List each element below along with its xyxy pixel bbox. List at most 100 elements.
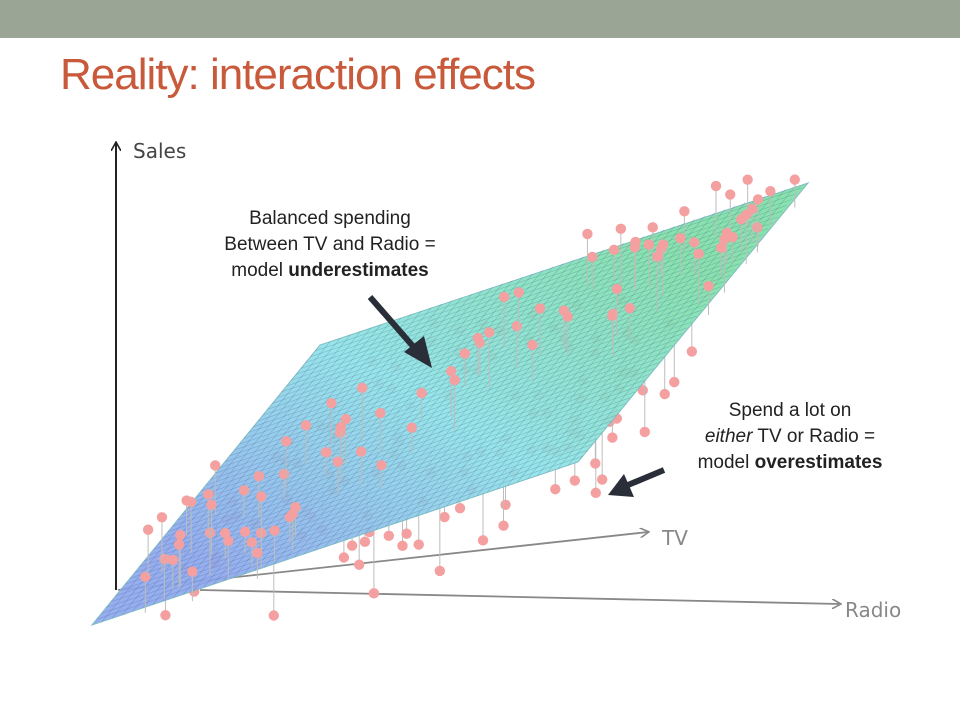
observation-point bbox=[223, 535, 234, 547]
observation-point bbox=[679, 206, 690, 217]
observation-point bbox=[624, 302, 636, 314]
observation-point bbox=[689, 237, 700, 248]
observation-point bbox=[173, 539, 185, 550]
observation-point bbox=[454, 502, 466, 514]
observation-point bbox=[534, 303, 546, 314]
observation-point bbox=[703, 280, 714, 292]
observation-point bbox=[736, 214, 747, 225]
observation-point bbox=[647, 222, 658, 233]
slide-title: Reality: interaction effects bbox=[60, 50, 536, 99]
observation-point bbox=[611, 283, 623, 295]
observation-point bbox=[765, 185, 776, 197]
observation-point bbox=[253, 471, 265, 482]
observation-point bbox=[175, 529, 186, 541]
observation-point bbox=[582, 228, 593, 240]
observation-point bbox=[353, 559, 365, 570]
observation-point bbox=[484, 327, 495, 338]
observation-point bbox=[252, 547, 263, 559]
observation-point bbox=[210, 460, 221, 471]
observation-point bbox=[607, 432, 618, 443]
observation-point bbox=[383, 530, 395, 542]
observation-point bbox=[416, 387, 427, 399]
observation-point bbox=[357, 382, 368, 394]
observation-point bbox=[511, 320, 523, 332]
observation-point bbox=[527, 339, 538, 351]
observation-point bbox=[238, 485, 250, 496]
observation-point bbox=[498, 520, 509, 531]
observation-point bbox=[693, 248, 704, 260]
observation-point bbox=[719, 234, 730, 245]
observation-point bbox=[246, 537, 258, 548]
observation-point bbox=[715, 242, 727, 254]
observation-point bbox=[269, 525, 280, 536]
regression-plane bbox=[90, 181, 810, 627]
observation-point bbox=[449, 374, 460, 386]
observation-point bbox=[326, 397, 337, 409]
observation-point bbox=[686, 346, 698, 357]
observation-point bbox=[710, 180, 722, 192]
observation-point bbox=[376, 460, 387, 471]
observation-point bbox=[335, 422, 347, 433]
observation-point bbox=[652, 251, 663, 262]
observation-point bbox=[156, 512, 168, 523]
underestimate-annotation: Balanced spending Between TV and Radio =… bbox=[224, 208, 436, 281]
underestimate-arrow bbox=[367, 295, 432, 368]
observation-point bbox=[752, 222, 763, 233]
observation-point bbox=[639, 426, 650, 438]
observation-point bbox=[513, 287, 525, 298]
observation-point bbox=[401, 528, 412, 539]
observation-point bbox=[413, 539, 424, 550]
observation-point bbox=[268, 610, 279, 621]
observation-point bbox=[338, 552, 350, 563]
observation-point bbox=[375, 407, 386, 419]
observation-point bbox=[206, 499, 217, 510]
observation-point bbox=[637, 385, 648, 396]
observation-point bbox=[752, 194, 764, 205]
observation-point bbox=[657, 239, 669, 250]
observation-point bbox=[629, 242, 640, 253]
observation-point bbox=[278, 469, 290, 480]
radio-axis-label: Radio bbox=[845, 598, 901, 622]
observation-point bbox=[459, 348, 471, 359]
observation-point bbox=[498, 291, 510, 303]
observation-point bbox=[550, 484, 561, 495]
observation-point bbox=[300, 420, 312, 431]
observation-point bbox=[477, 535, 489, 546]
observation-point bbox=[239, 526, 251, 537]
observation-point bbox=[596, 474, 608, 485]
observation-point bbox=[659, 388, 670, 400]
observation-point bbox=[340, 414, 352, 425]
observation-point bbox=[355, 446, 367, 457]
tv-axis-label: TV bbox=[661, 526, 688, 550]
observation-point bbox=[368, 588, 380, 599]
observation-point bbox=[187, 566, 198, 577]
observation-point bbox=[725, 189, 736, 200]
radio-axis bbox=[199, 589, 840, 604]
observation-point bbox=[789, 174, 801, 185]
observation-point bbox=[669, 376, 680, 388]
observation-point bbox=[219, 527, 231, 539]
observation-point bbox=[160, 610, 171, 621]
observation-point bbox=[675, 233, 686, 244]
points-above-plane bbox=[140, 174, 801, 613]
observation-point bbox=[281, 436, 292, 447]
observation-point bbox=[287, 508, 298, 520]
observation-point bbox=[256, 491, 267, 502]
observation-point bbox=[727, 231, 738, 243]
observation-point bbox=[346, 540, 358, 551]
observation-point bbox=[320, 447, 332, 458]
observation-point bbox=[406, 422, 418, 433]
observation-point bbox=[569, 475, 581, 486]
observation-point bbox=[742, 174, 753, 185]
observation-point bbox=[446, 365, 457, 377]
observation-point bbox=[204, 527, 216, 539]
observation-point bbox=[607, 310, 618, 321]
observation-point bbox=[590, 487, 601, 499]
observation-point bbox=[434, 565, 446, 577]
observation-point bbox=[615, 223, 627, 235]
observation-point bbox=[500, 499, 511, 510]
observation-point bbox=[643, 239, 654, 250]
overestimate-annotation: Spend a lot on either TV or Radio = mode… bbox=[697, 400, 883, 473]
observation-point bbox=[203, 489, 214, 500]
sales-axis-label: Sales bbox=[133, 139, 186, 163]
